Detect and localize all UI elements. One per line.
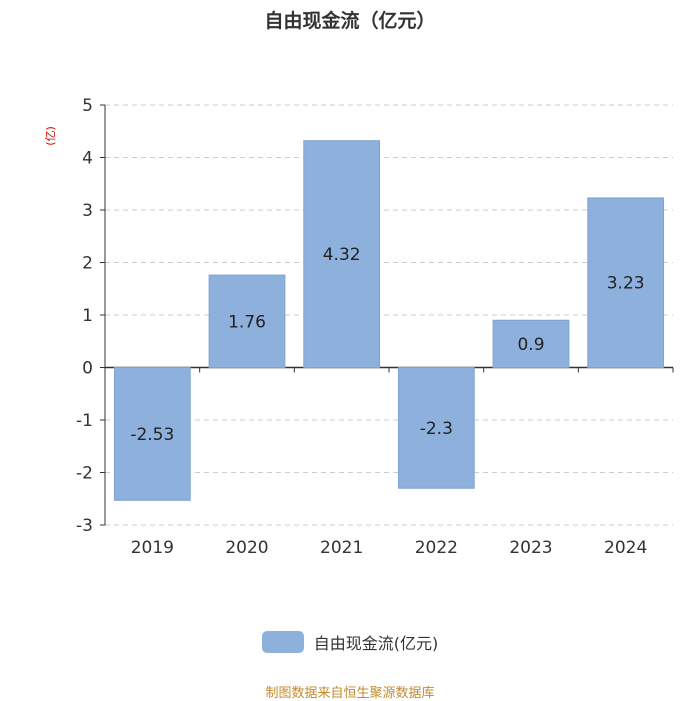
x-tick-label: 2021: [320, 538, 363, 558]
data-label: 3.23: [607, 274, 645, 294]
y-axis-label: (亿): [44, 126, 57, 146]
y-tick-label: -2: [76, 464, 93, 484]
data-label: -2.53: [130, 425, 174, 445]
y-tick-label: 2: [82, 254, 93, 274]
bar-2020[interactable]: [208, 274, 286, 369]
bar-2021[interactable]: [303, 140, 381, 368]
bars: [113, 140, 665, 501]
data-label: 1.76: [228, 312, 266, 332]
y-tick-label: 0: [82, 359, 93, 379]
data-label: -2.3: [420, 419, 453, 439]
y-tick-label: -3: [76, 516, 93, 536]
x-tick-label: 2019: [131, 538, 174, 558]
x-tick-label: 2024: [604, 538, 647, 558]
legend-label: 自由现金流(亿元): [313, 634, 439, 653]
y-tick-label: -1: [76, 411, 93, 431]
bar-2019[interactable]: [113, 367, 191, 501]
y-tick-label: 5: [82, 96, 93, 116]
bar-2024[interactable]: [587, 197, 665, 368]
x-tick-label: 2020: [225, 538, 268, 558]
legend[interactable]: 自由现金流(亿元): [0, 630, 700, 654]
bar-2022[interactable]: [397, 367, 475, 489]
x-tick-label: 2023: [509, 538, 552, 558]
chart-title: 自由现金流（亿元）: [264, 10, 436, 32]
source-note: 制图数据来自恒生聚源数据库: [265, 686, 435, 701]
axes: 5 4 3 2 1 0 -1 -2 -3 2019 2020 2021 2022 2023 2024: [76, 96, 674, 558]
x-tick-label: 2022: [415, 538, 458, 558]
bar-2023[interactable]: [492, 319, 570, 368]
y-tick-label: 1: [82, 306, 93, 326]
y-tick-label: 3: [82, 201, 93, 221]
data-label: 4.32: [323, 245, 361, 265]
data-labels: -2.53 1.76 4.32 -2.3 0.9 3.23: [130, 245, 644, 445]
legend-swatch: [261, 631, 304, 653]
y-tick-label: 4: [82, 149, 93, 169]
data-label: 0.9: [517, 335, 544, 355]
